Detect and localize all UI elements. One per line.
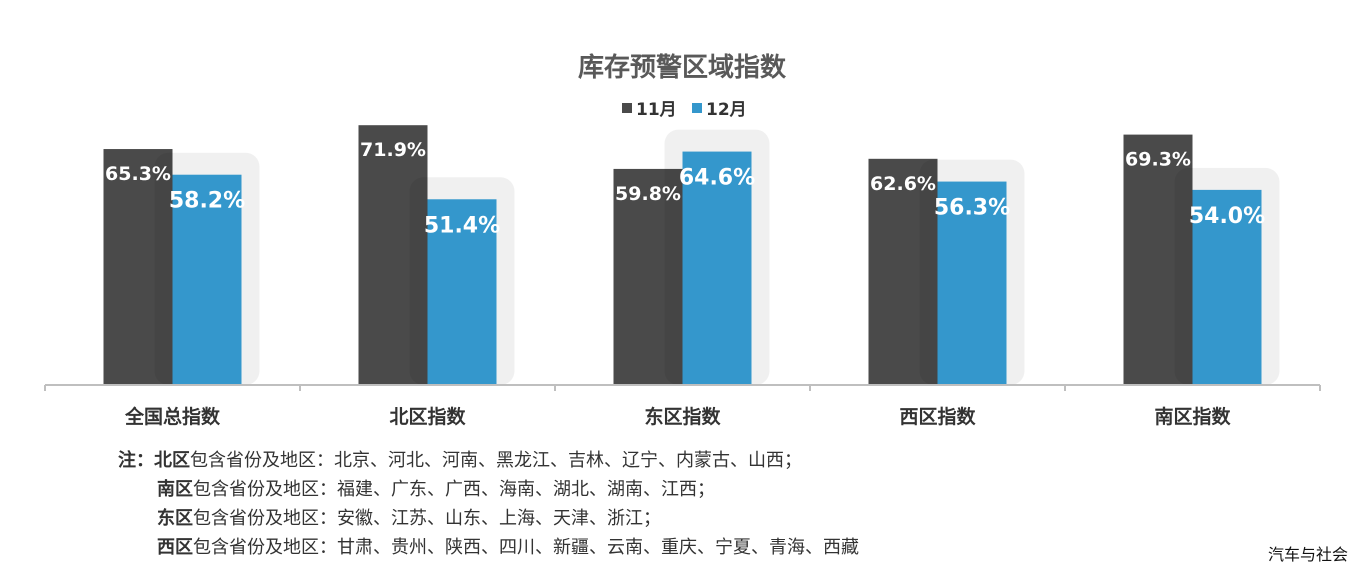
footnote-desc: 包含省份及地区：: [190, 450, 334, 471]
bar-nov: [358, 125, 428, 386]
bar-value-label-dec: 56.3%: [934, 196, 1010, 221]
x-axis-category-label: 东区指数: [644, 405, 721, 428]
footnote-province-list: 福建、广东、广西、海南、湖北、湖南、江西；: [337, 479, 715, 500]
footnote-region-name: 东区: [157, 508, 193, 529]
x-axis-category-label: 全国总指数: [124, 405, 221, 428]
bar-value-label-dec: 51.4%: [424, 213, 500, 238]
legend-swatch-dec: [692, 103, 702, 113]
bar-value-label-dec: 58.2%: [169, 189, 245, 214]
bar-value-label-nov: 62.6%: [870, 173, 936, 195]
bar-dec: [937, 181, 1007, 385]
footnote-province-list: 北京、河北、河南、黑龙江、吉林、辽宁、内蒙古、山西；: [334, 450, 802, 471]
bar-nov: [613, 168, 683, 385]
bar-value-label-nov: 71.9%: [360, 139, 426, 161]
x-axis-category-label: 南区指数: [1154, 405, 1231, 428]
bar-value-label-dec: 64.6%: [679, 166, 755, 191]
legend-swatch-nov: [622, 103, 632, 113]
footnote-region-name: 南区: [157, 479, 193, 500]
footnote-desc: 包含省份及地区：: [193, 508, 337, 529]
x-axis-category-labels: 全国总指数 北区指数 东区指数 西区指数 南区指数: [124, 405, 1232, 428]
legend-label-dec: 12月: [706, 100, 747, 120]
bar-chart: 库存预警区域指数 11月 12月 65.3% 58.2% 71.9% 51.4% 59.…: [44, 52, 1321, 428]
footnote-west: 西区包含省份及地区：甘肃、贵州、陕西、四川、新疆、云南、重庆、宁夏、青海、西藏: [118, 533, 859, 562]
footnote-desc: 包含省份及地区：: [193, 479, 337, 500]
footnote-east: 东区包含省份及地区：安徽、江苏、山东、上海、天津、浙江；: [118, 504, 859, 533]
bar-dec: [1192, 189, 1262, 385]
footnote-province-list: 甘肃、贵州、陕西、四川、新疆、云南、重庆、宁夏、青海、西藏: [337, 537, 859, 558]
footnote-province-list: 安徽、江苏、山东、上海、天津、浙江；: [337, 508, 661, 529]
chart-title: 库存预警区域指数: [578, 52, 787, 83]
x-axis-category-label: 北区指数: [389, 405, 466, 428]
footnote-region-name: 北区: [154, 450, 190, 471]
bar-dec: [427, 199, 497, 385]
watermark: 汽车与社会: [1267, 545, 1348, 564]
bar-value-label-nov: 65.3%: [105, 163, 171, 185]
x-axis-ticks: [44, 385, 1321, 391]
footnote-desc: 包含省份及地区：: [193, 537, 337, 558]
bar-dec: [682, 151, 752, 385]
bar-dec: [172, 174, 242, 385]
legend-label-nov: 11月: [636, 100, 677, 120]
footnote-region-name: 西区: [157, 537, 193, 558]
legend: 11月 12月: [622, 100, 747, 120]
x-axis-category-label: 西区指数: [899, 405, 976, 428]
bars-layer: [103, 125, 1280, 386]
footnote-north: 注：北区包含省份及地区：北京、河北、河南、黑龙江、吉林、辽宁、内蒙古、山西；: [118, 446, 859, 475]
bar-value-label-nov: 69.3%: [1125, 149, 1191, 171]
bar-nov: [868, 158, 938, 385]
footnote-prefix: 注：: [118, 450, 154, 471]
bar-value-label-dec: 54.0%: [1189, 204, 1265, 229]
footnotes: 注：北区包含省份及地区：北京、河北、河南、黑龙江、吉林、辽宁、内蒙古、山西； 南…: [118, 446, 859, 562]
bar-nov: [1123, 134, 1193, 385]
bar-value-label-nov: 59.8%: [615, 183, 681, 205]
footnote-south: 南区包含省份及地区：福建、广东、广西、海南、湖北、湖南、江西；: [118, 475, 859, 504]
bar-nov: [103, 149, 173, 385]
value-labels-layer: 65.3% 58.2% 71.9% 51.4% 59.8%64.6% 62.6%56.3%…: [105, 139, 1265, 238]
